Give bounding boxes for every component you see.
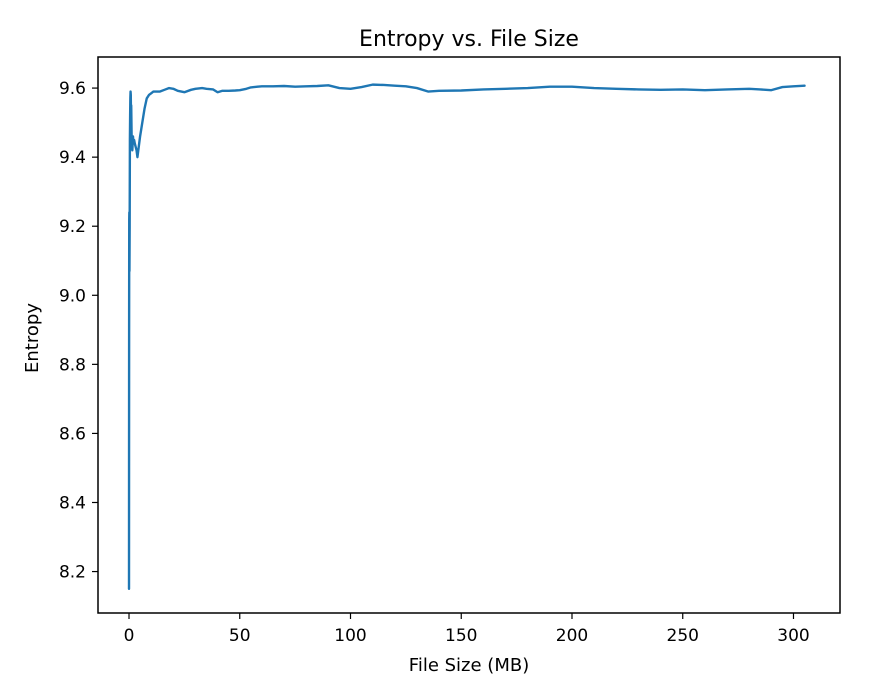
series-group	[127, 83, 806, 591]
y-tick-label: 9.0	[59, 286, 86, 306]
series-line	[127, 83, 806, 591]
y-tick-label: 8.8	[59, 355, 86, 375]
x-tick-label: 200	[556, 626, 588, 646]
x-tick-label: 150	[445, 626, 477, 646]
y-axis-label: Entropy	[22, 303, 43, 373]
x-axis-label: File Size (MB)	[409, 655, 529, 676]
x-tick-label: 50	[229, 626, 251, 646]
plot-group	[97, 56, 841, 614]
y-tick-label: 8.4	[59, 493, 86, 513]
x-tick-label: 300	[777, 626, 809, 646]
plot-area	[97, 56, 841, 614]
y-tick-label: 8.6	[59, 424, 86, 444]
y-tick-label: 9.2	[59, 217, 86, 237]
x-tick-label: 100	[334, 626, 366, 646]
x-tick-label: 250	[667, 626, 699, 646]
x-tick-group: 0 50 100 150 200 250 300	[124, 613, 810, 646]
y-tick-group: 8.2 8.4 8.6 8.8 9.0 9.2 9.4 9.6	[59, 79, 98, 583]
y-tick-label: 9.6	[59, 79, 86, 99]
y-tick-label: 9.4	[59, 148, 86, 168]
y-tick-label: 8.2	[59, 563, 86, 583]
x-tick-label: 0	[124, 626, 135, 646]
chart-title: Entropy vs. File Size	[359, 27, 579, 52]
